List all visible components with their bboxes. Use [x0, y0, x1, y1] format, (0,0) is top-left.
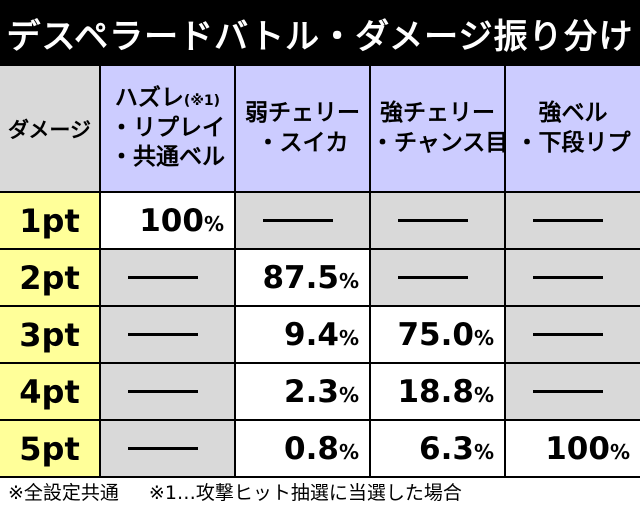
- empty-cell: [504, 191, 640, 250]
- dash-mark: [533, 390, 603, 393]
- percent-sign: %: [473, 382, 494, 407]
- probability-value: 18.8: [397, 373, 474, 410]
- table-row: 1pt 100%: [0, 191, 640, 250]
- column-header-strong-bell: 強ベル ・下段リプ: [504, 66, 640, 193]
- probability-cell: 100%: [504, 419, 640, 478]
- table-body: 1pt 100% 2pt 87.5% 3pt 9.4% 75.0% 4pt 2.3% 18.8% 5…: [0, 191, 640, 478]
- footer-note: ※1…攻撃ヒット抽選に当選した場合: [148, 482, 462, 504]
- dash-mark: [127, 333, 198, 336]
- probability-cell: 18.8%: [369, 362, 506, 421]
- dash-mark: [397, 276, 468, 279]
- column-header-line: ・共通ベル: [110, 144, 225, 171]
- empty-cell: [504, 248, 640, 307]
- percent-sign: %: [338, 439, 359, 464]
- damage-table: ダメージ ハズレ(※1) ・リプレイ ・共通ベル 弱チェリー ・スイカ 強チェリ…: [0, 66, 640, 478]
- probability-value: 9.4: [284, 316, 339, 353]
- footer-notes: ※全設定共通 ※1…攻撃ヒット抽選に当選した場合: [8, 478, 462, 505]
- probability-value: 2.3: [284, 373, 339, 410]
- probability-cell: 2.3%: [234, 362, 371, 421]
- table-row: 4pt 2.3% 18.8%: [0, 362, 640, 421]
- damage-value: 4pt: [0, 362, 101, 421]
- empty-cell: [234, 191, 371, 250]
- empty-cell: [99, 248, 236, 307]
- column-header-line: 強ベル: [538, 99, 608, 126]
- probability-cell: 0.8%: [234, 419, 371, 478]
- probability-value: 87.5: [262, 259, 339, 296]
- dash-mark: [127, 276, 198, 279]
- column-header-line: ・リプレイ: [110, 114, 225, 141]
- probability-value: 100: [139, 202, 204, 239]
- table-row: 3pt 9.4% 75.0%: [0, 305, 640, 364]
- table-row: 5pt 0.8% 6.3% 100%: [0, 419, 640, 478]
- page-title: デスペラードバトル・ダメージ振り分け: [0, 0, 640, 66]
- column-header-line: ・チャンス目: [371, 129, 509, 156]
- dash-mark: [397, 219, 468, 222]
- probability-value: 100: [545, 430, 610, 467]
- table-header-row: ダメージ ハズレ(※1) ・リプレイ ・共通ベル 弱チェリー ・スイカ 強チェリ…: [0, 66, 640, 193]
- percent-sign: %: [609, 439, 630, 464]
- probability-value: 6.3: [419, 430, 474, 467]
- dash-mark: [533, 219, 603, 222]
- column-header-line: ・スイカ: [256, 129, 349, 156]
- dash-mark: [533, 276, 603, 279]
- column-header-hazure: ハズレ(※1) ・リプレイ ・共通ベル: [99, 66, 236, 193]
- percent-sign: %: [338, 325, 359, 350]
- column-header-line: 強チェリー: [380, 99, 495, 126]
- probability-value: 0.8: [284, 430, 339, 467]
- damage-value: 5pt: [0, 419, 101, 478]
- dash-mark: [127, 447, 198, 450]
- percent-sign: %: [203, 211, 224, 236]
- empty-cell: [369, 248, 506, 307]
- column-header-line: ハズレ: [114, 84, 184, 111]
- probability-cell: 100%: [99, 191, 236, 250]
- empty-cell: [504, 305, 640, 364]
- probability-cell: 75.0%: [369, 305, 506, 364]
- column-note: (※1): [183, 92, 221, 109]
- damage-value: 2pt: [0, 248, 101, 307]
- table-row: 2pt 87.5%: [0, 248, 640, 307]
- footer-note: ※全設定共通: [8, 482, 119, 504]
- column-header-strong-cherry: 強チェリー ・チャンス目: [369, 66, 509, 193]
- dash-mark: [262, 219, 333, 222]
- dash-mark: [533, 333, 603, 336]
- empty-cell: [99, 419, 236, 478]
- dash-mark: [127, 390, 198, 393]
- percent-sign: %: [338, 382, 359, 407]
- probability-value: 75.0: [397, 316, 474, 353]
- empty-cell: [99, 362, 236, 421]
- damage-value: 1pt: [0, 191, 101, 250]
- damage-header: ダメージ: [0, 66, 101, 193]
- empty-cell: [504, 362, 640, 421]
- empty-cell: [99, 305, 236, 364]
- column-header-line: ・下段リプ: [515, 129, 631, 156]
- percent-sign: %: [473, 325, 494, 350]
- empty-cell: [369, 191, 506, 250]
- damage-value: 3pt: [0, 305, 101, 364]
- percent-sign: %: [338, 268, 359, 293]
- probability-cell: 87.5%: [234, 248, 371, 307]
- probability-cell: 9.4%: [234, 305, 371, 364]
- column-header-weak-cherry: 弱チェリー ・スイカ: [234, 66, 371, 193]
- probability-cell: 6.3%: [369, 419, 506, 478]
- column-header-line: 弱チェリー: [245, 99, 360, 126]
- percent-sign: %: [473, 439, 494, 464]
